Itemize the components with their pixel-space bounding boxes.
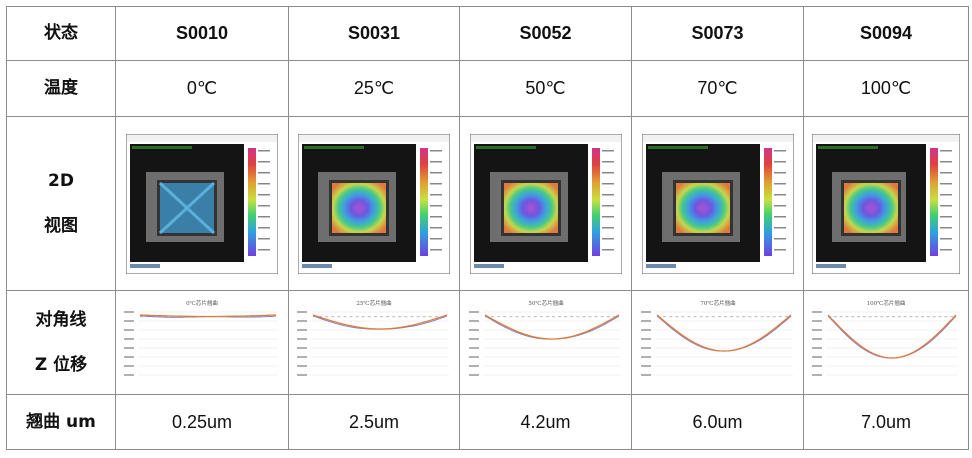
temperature-value-1: 0℃ [115,60,289,117]
temperature-value-4: 70℃ [631,60,804,117]
row-label-diagonal-line1: 对角线 [35,310,87,331]
scan-image-2 [298,133,450,274]
view-2d-cell-5 [803,116,969,291]
curve-title-1: 0℃芯片翘曲 [186,299,218,307]
scan-image-4 [641,133,794,274]
sample-id-4: S0073 [631,6,804,61]
curve-title-2: 25℃芯片翘曲 [356,299,391,307]
temperature-value-2: 25℃ [288,60,460,117]
temperature-value-3: 50℃ [459,60,632,117]
warpage-value-1: 0.25um [115,394,289,450]
scan-image-3 [469,133,622,274]
warpage-curve-5: 100℃芯片翘曲 [812,299,958,376]
curve-cell-4: 70℃芯片翘曲 [631,290,804,395]
row-label-status: 状态 [6,6,116,61]
sample-id-5: S0094 [803,6,969,61]
warpage-value-4: 6.0um [631,394,804,450]
sample-id-2: S0031 [288,6,460,61]
curve-cell-5: 100℃芯片翘曲 [803,290,969,395]
row-label-diagonal-line2: Z 位移 [34,354,88,375]
curve-title-5: 100℃芯片翘曲 [867,299,906,307]
curve-title-4: 70℃芯片翘曲 [700,299,735,307]
warpage-curve-4: 70℃芯片翘曲 [640,299,793,376]
sample-id-1: S0010 [115,6,289,61]
warpage-comparison-table: 状态 S0010 S0031 S0052 S0073 S0094 温度 0℃ 2… [6,6,969,450]
curve-cell-2: 25℃芯片翘曲 [288,290,460,395]
warpage-value-3: 4.2um [459,394,632,450]
sample-id-3: S0052 [459,6,632,61]
warpage-row: 翘曲 um 0.25um 2.5um 4.2um 6.0um 7.0um [6,394,969,450]
warpage-value-5: 7.0um [803,394,969,450]
view-2d-row: 2D 视图 [6,116,969,291]
warpage-value-2: 2.5um [288,394,460,450]
warpage-curve-2: 25℃芯片翘曲 [297,299,449,376]
header-row: 状态 S0010 S0031 S0052 S0073 S0094 [6,6,969,61]
diagonal-z-row: 对角线 Z 位移 0℃芯片翘曲 25℃芯片翘曲 50℃芯片翘曲 70℃芯片翘曲 … [6,290,969,395]
row-label-diagonal-z: 对角线 Z 位移 [6,290,116,395]
row-label-temperature: 温度 [6,60,116,117]
scan-image-1 [126,133,278,274]
row-label-2d-view: 2D 视图 [6,116,116,291]
row-label-2d-line1: 2D [48,171,74,192]
temperature-row: 温度 0℃ 25℃ 50℃ 70℃ 100℃ [6,60,969,117]
curve-title-3: 50℃芯片翘曲 [528,299,563,307]
view-2d-cell-3 [459,116,632,291]
warpage-curve-1: 0℃芯片翘曲 [124,299,278,376]
curve-cell-1: 0℃芯片翘曲 [115,290,289,395]
row-label-2d-line2: 视图 [44,215,78,236]
view-2d-cell-2 [288,116,460,291]
view-2d-cell-4 [631,116,804,291]
scan-image-5 [812,133,960,274]
temperature-value-5: 100℃ [803,60,969,117]
view-2d-cell-1 [115,116,289,291]
curve-cell-3: 50℃芯片翘曲 [459,290,632,395]
warpage-curve-3: 50℃芯片翘曲 [468,299,621,376]
row-label-warpage: 翘曲 um [6,394,116,450]
